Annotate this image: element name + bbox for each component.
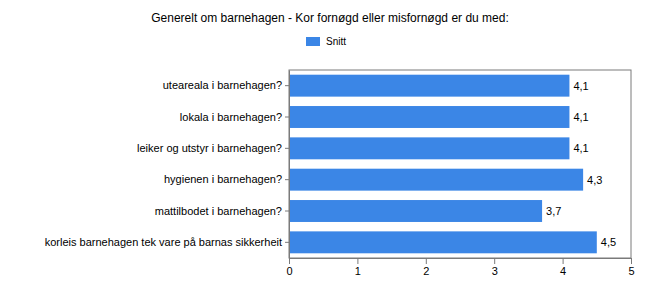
x-tick-mark bbox=[494, 258, 495, 264]
y-tick: leiker og utstyr i barnehagen? bbox=[137, 142, 289, 154]
x-tick: 0 bbox=[286, 258, 292, 277]
y-tick-label: korleis barnehagen tek vare på barnas si… bbox=[45, 236, 282, 248]
x-tick-mark bbox=[426, 258, 427, 264]
y-tick-mark bbox=[285, 148, 289, 149]
x-tick: 5 bbox=[628, 258, 634, 277]
x-tick: 3 bbox=[492, 258, 498, 277]
y-tick: uteareala i barnehagen? bbox=[163, 79, 289, 91]
x-tick-label: 0 bbox=[286, 265, 292, 277]
x-tick-label: 1 bbox=[355, 265, 361, 277]
x-tick-label: 5 bbox=[628, 265, 634, 277]
data-label: 3,7 bbox=[546, 205, 561, 217]
y-tick-label: uteareala i barnehagen? bbox=[163, 79, 282, 91]
bar bbox=[289, 106, 569, 128]
x-tick-mark bbox=[631, 258, 632, 264]
y-axis: uteareala i barnehagen? lokala i barnehag… bbox=[45, 71, 290, 259]
data-label: 4,1 bbox=[573, 80, 588, 92]
data-label: 4,1 bbox=[573, 111, 588, 123]
legend-label: Snitt bbox=[326, 36, 346, 47]
y-tick-mark bbox=[285, 85, 289, 86]
data-label: 4,1 bbox=[573, 142, 588, 154]
y-tick-label: mattilbodet i barnehagen? bbox=[155, 205, 282, 217]
x-axis: 0 1 2 3 4 5 bbox=[286, 258, 634, 277]
y-tick-mark bbox=[285, 211, 289, 212]
bar bbox=[289, 137, 569, 159]
legend-item: Snitt bbox=[306, 36, 346, 47]
y-tick: mattilbodet i barnehagen? bbox=[155, 205, 289, 217]
bars bbox=[289, 75, 597, 254]
x-tick-label: 4 bbox=[560, 265, 566, 277]
y-tick-label: hygienen i barnehagen? bbox=[164, 173, 282, 185]
legend-swatch bbox=[306, 37, 320, 46]
plot: 4,1 4,1 4,1 4,3 3,7 4,5 0 1 2 3 4 5 uteareala i barn… bbox=[45, 70, 635, 277]
x-tick: 4 bbox=[560, 258, 566, 277]
bar bbox=[289, 75, 569, 97]
title: Generelt om barnehagen - Kor fornøgd ell… bbox=[151, 11, 509, 25]
plot-frame bbox=[289, 70, 631, 258]
bar bbox=[289, 169, 583, 191]
x-axis-line bbox=[290, 258, 632, 259]
y-tick-mark bbox=[285, 179, 289, 180]
data-label: 4,3 bbox=[587, 174, 602, 186]
y-tick-mark bbox=[285, 242, 289, 243]
x-tick-mark bbox=[289, 258, 290, 264]
y-tick: hygienen i barnehagen? bbox=[164, 173, 289, 185]
data-label: 4,5 bbox=[601, 236, 616, 248]
x-tick: 2 bbox=[423, 258, 429, 277]
y-axis-line bbox=[289, 71, 290, 259]
x-tick-label: 3 bbox=[492, 265, 498, 277]
y-tick: lokala i barnehagen? bbox=[180, 111, 289, 123]
x-tick-mark bbox=[563, 258, 564, 264]
x-tick: 1 bbox=[355, 258, 361, 277]
chart: Generelt om barnehagen - Kor fornøgd ell… bbox=[0, 0, 660, 302]
y-tick: korleis barnehagen tek vare på barnas si… bbox=[45, 236, 289, 248]
bar bbox=[289, 200, 542, 222]
y-tick-mark bbox=[285, 117, 289, 118]
y-tick-label: lokala i barnehagen? bbox=[180, 111, 282, 123]
bar bbox=[289, 231, 597, 253]
x-tick-label: 2 bbox=[423, 265, 429, 277]
legend: Snitt bbox=[306, 36, 346, 47]
data-labels: 4,1 4,1 4,1 4,3 3,7 4,5 bbox=[546, 80, 616, 249]
x-tick-mark bbox=[357, 258, 358, 264]
y-tick-label: leiker og utstyr i barnehagen? bbox=[137, 142, 282, 154]
